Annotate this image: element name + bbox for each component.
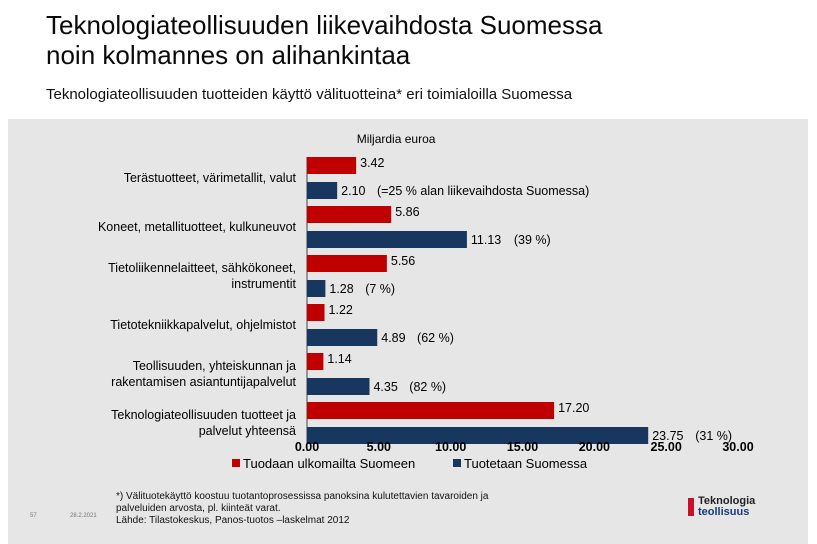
legend-label-imported: Tuodaan ulkomailta Suomeen <box>243 456 415 471</box>
bar-imported <box>307 402 555 419</box>
data-label-imported: 5.86 <box>395 205 419 219</box>
bar-domestic <box>307 329 378 346</box>
footnote-line-2: palveluiden arvosta, pl. kiinteät varat. <box>116 503 281 514</box>
page-title: Teknologiateollisuuden liikevaihdosta Su… <box>46 10 602 70</box>
x-tick-label: 5.00 <box>367 440 391 454</box>
chart-panel: Miljardia euroa Terästuotteet, värimetall… <box>8 119 808 544</box>
x-tick-label: 0.00 <box>295 440 319 454</box>
bar-imported <box>307 255 387 272</box>
footnote-line-1: *) Välituotekäyttö koostuu tuotantoprose… <box>116 491 489 502</box>
share-annotation: (39 %) <box>514 233 551 247</box>
legend-swatch-domestic <box>453 459 461 467</box>
legend-label-domestic: Tuotetaan Suomessa <box>464 456 588 471</box>
company-logo: Teknologia teollisuus <box>688 495 788 519</box>
data-label-imported: 5.56 <box>391 254 415 268</box>
bar-domestic <box>307 378 370 395</box>
data-label-domestic: 2.10 <box>341 184 365 198</box>
category-label: Terästuotteet, värimetallit, valut <box>124 171 297 185</box>
x-tick-label: 25.00 <box>651 440 682 454</box>
data-label-imported: 1.14 <box>327 352 351 366</box>
category-label: Tietotekniikkapalvelut, ohjelmistot <box>110 318 296 332</box>
bar-domestic <box>307 182 338 199</box>
category-label: Teknologiateollisuuden tuotteet ja <box>111 408 296 422</box>
legend-swatch-imported <box>232 459 240 467</box>
logo-text-line-1: Teknologia <box>698 495 756 507</box>
bar-domestic <box>307 427 649 444</box>
category-label: rakentamisen asiantuntijapalvelut <box>111 375 296 389</box>
share-annotation: (7 %) <box>365 282 395 296</box>
data-label-imported: 17.20 <box>558 401 589 415</box>
bar-imported <box>307 206 392 223</box>
share-annotation: (62 %) <box>417 331 454 345</box>
category-label: Koneet, metallituotteet, kulkuneuvot <box>98 220 297 234</box>
page-number: 57 <box>30 513 37 519</box>
share-annotation: (82 %) <box>409 380 446 394</box>
chart-title: Miljardia euroa <box>357 132 436 146</box>
category-label: Teollisuuden, yhteiskunnan ja <box>133 359 296 373</box>
page-date: 28.2.2021 <box>70 513 97 519</box>
x-tick-label: 10.00 <box>435 440 466 454</box>
title-line-2: noin kolmannes on alihankintaa <box>46 40 411 70</box>
bar-chart: Miljardia euroa Terästuotteet, värimetall… <box>98 132 754 471</box>
x-tick-label: 15.00 <box>507 440 538 454</box>
data-label-domestic: 23.75 <box>652 429 683 443</box>
data-label-imported: 3.42 <box>360 156 384 170</box>
page-subtitle: Teknologiateollisuuden tuotteiden käyttö… <box>46 86 573 103</box>
title-line-1: Teknologiateollisuuden liikevaihdosta Su… <box>46 10 603 40</box>
bar-imported <box>307 304 325 321</box>
footnote-source: Lähde: Tilastokeskus, Panos-tuotos –lask… <box>116 515 350 526</box>
data-label-imported: 1.22 <box>329 303 353 317</box>
share-annotation: (=25 % alan liikevaihdosta Suomessa) <box>377 184 589 198</box>
category-label: Tietoliikennelaitteet, sähkökoneet, <box>108 261 296 275</box>
data-label-domestic: 11.13 <box>471 233 501 247</box>
logo-text-line-2: teollisuus <box>698 506 750 518</box>
bar-domestic <box>307 231 467 248</box>
bar-imported <box>307 157 357 174</box>
logo-mark-icon <box>688 498 694 516</box>
bar-domestic <box>307 280 326 297</box>
data-label-domestic: 1.28 <box>329 282 353 296</box>
data-label-domestic: 4.35 <box>373 380 397 394</box>
x-tick-label: 20.00 <box>579 440 610 454</box>
category-label: palvelut yhteensä <box>199 424 296 438</box>
data-label-domestic: 4.89 <box>381 331 405 345</box>
x-tick-label: 30.00 <box>722 440 753 454</box>
bar-imported <box>307 353 324 370</box>
share-annotation: (31 %) <box>695 429 732 443</box>
footnote: *) Välituotekäyttö koostuu tuotantoprose… <box>116 491 546 527</box>
category-label: instrumentit <box>231 277 296 291</box>
